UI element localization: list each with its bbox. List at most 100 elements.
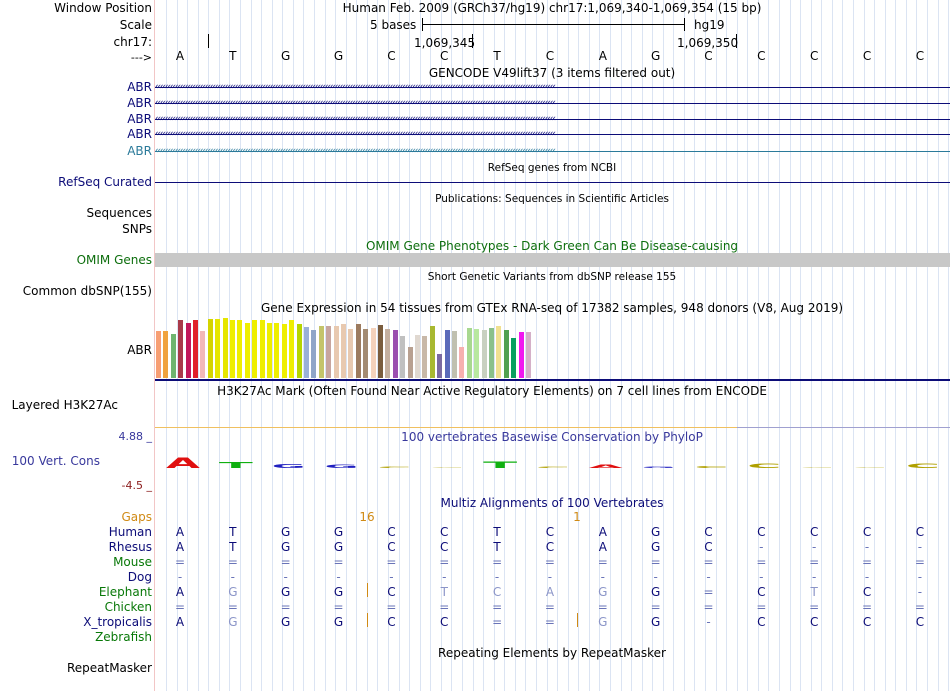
species-label-elephant[interactable]: Elephant: [98, 585, 152, 599]
gtex-tissue-bar[interactable]: [178, 320, 184, 378]
gtex-tissue-bar[interactable]: [326, 326, 332, 378]
gtex-tissue-bar[interactable]: [207, 319, 213, 378]
alignment-base: -: [547, 570, 553, 584]
gtex-tissue-bar[interactable]: [348, 329, 354, 378]
gridline: [462, 0, 463, 691]
gencode-abr-label[interactable]: ABR: [127, 144, 152, 158]
gtex-tissue-bar[interactable]: [289, 320, 295, 378]
gtex-tissue-bar[interactable]: [156, 331, 161, 378]
sequences-label[interactable]: Sequences: [86, 206, 152, 220]
species-label-chicken[interactable]: Chicken: [104, 600, 152, 614]
gtex-tissue-bar[interactable]: [274, 323, 280, 378]
gtex-tissue-bar[interactable]: [503, 330, 509, 378]
gencode-transcript[interactable]: ‹‹‹‹‹‹‹‹‹‹‹‹‹‹‹‹‹‹‹‹‹‹‹‹‹‹‹‹‹‹‹‹‹‹‹‹‹‹‹‹…: [155, 145, 950, 157]
gtex-tissue-bar[interactable]: [452, 331, 457, 378]
gtex-tissue-bar[interactable]: [518, 332, 524, 378]
snps-label[interactable]: SNPs: [122, 222, 152, 236]
refseq-gene-line[interactable]: [155, 182, 950, 183]
species-label-x-tropicalis[interactable]: X_tropicalis: [83, 615, 152, 629]
alignment-base: -: [706, 570, 711, 584]
gtex-tissue-bar[interactable]: [444, 330, 450, 378]
100-vert-cons-label[interactable]: 100 Vert. Cons: [11, 454, 100, 468]
gtex-abr-label[interactable]: ABR: [127, 343, 152, 357]
gtex-tissue-bar[interactable]: [489, 328, 494, 378]
gtex-tissue-bar[interactable]: [407, 347, 413, 378]
gtex-tissue-bar[interactable]: [318, 326, 324, 378]
alignment-base: =: [597, 600, 608, 614]
species-label-dog[interactable]: Dog: [127, 570, 152, 584]
gtex-tissue-bar[interactable]: [437, 354, 443, 378]
gtex-tissue-bar[interactable]: [526, 332, 531, 378]
gencode-abr-label[interactable]: ABR: [127, 80, 152, 94]
gencode-abr-label[interactable]: ABR: [127, 127, 152, 141]
gtex-tissue-bar[interactable]: [474, 329, 480, 378]
gtex-tissue-bar[interactable]: [341, 324, 346, 378]
species-label-human[interactable]: Human: [108, 525, 152, 539]
gridline: [525, 0, 526, 691]
gtex-tissue-bar[interactable]: [222, 318, 228, 378]
gridline: [536, 0, 537, 691]
gtex-tissue-bar[interactable]: [163, 331, 169, 378]
gtex-tissue-bar[interactable]: [259, 320, 265, 378]
gtex-tissue-bar[interactable]: [511, 338, 517, 378]
gtex-tissue-bar[interactable]: [193, 320, 198, 378]
alignment-base: -: [230, 570, 236, 584]
gtex-tissue-bar[interactable]: [311, 330, 317, 378]
gtex-tissue-bar[interactable]: [496, 326, 502, 378]
omim-genes-label[interactable]: OMIM Genes: [76, 253, 152, 267]
gridline: [494, 0, 495, 691]
gtex-tissue-bar[interactable]: [296, 324, 302, 378]
gtex-tissue-bar[interactable]: [429, 326, 435, 378]
gtex-tissue-bar[interactable]: [400, 336, 406, 378]
gridline: [895, 0, 896, 691]
gtex-tissue-bar[interactable]: [170, 334, 176, 378]
common-dbsnp-label[interactable]: Common dbSNP(155): [22, 284, 152, 298]
omim-gene-bar[interactable]: [155, 253, 950, 267]
phylop-track-title: 100 vertebrates Basewise Conservation by…: [401, 430, 703, 444]
gtex-gene-line[interactable]: [155, 379, 950, 381]
gtex-tissue-bar[interactable]: [363, 329, 369, 378]
gtex-tissue-bar[interactable]: [244, 323, 250, 378]
repeatmasker-label[interactable]: RepeatMasker: [66, 661, 152, 675]
gencode-abr-label[interactable]: ABR: [127, 112, 152, 126]
species-label-rhesus[interactable]: Rhesus: [108, 540, 152, 554]
gtex-expression-bars[interactable]: [155, 316, 555, 378]
gtex-tissue-bar[interactable]: [481, 330, 487, 378]
gencode-abr-label[interactable]: ABR: [127, 96, 152, 110]
gtex-tissue-bar[interactable]: [415, 335, 420, 378]
gtex-tissue-bar[interactable]: [185, 323, 191, 378]
gtex-tissue-bar[interactable]: [333, 326, 339, 378]
gtex-tissue-bar[interactable]: [422, 336, 428, 378]
strand-arrow-label[interactable]: --->: [130, 51, 152, 64]
gtex-tissue-bar[interactable]: [281, 324, 287, 378]
layered-h3k27ac-label[interactable]: Layered H3K27Ac: [11, 398, 118, 412]
gtex-tissue-bar[interactable]: [304, 327, 309, 378]
gencode-transcript[interactable]: ‹‹‹‹‹‹‹‹‹‹‹‹‹‹‹‹‹‹‹‹‹‹‹‹‹‹‹‹‹‹‹‹‹‹‹‹‹‹‹‹…: [155, 81, 950, 93]
refseq-track-title: RefSeq genes from NCBI: [487, 162, 617, 174]
species-label-mouse[interactable]: Mouse: [113, 555, 152, 569]
gtex-tissue-bar[interactable]: [466, 328, 472, 378]
gtex-tissue-bar[interactable]: [370, 328, 376, 378]
genome-browser-image[interactable]: Human Feb. 2009 (GRCh37/hg19) chr17:1,06…: [155, 0, 950, 691]
species-label-zebrafish[interactable]: Zebrafish: [95, 630, 152, 644]
gtex-tissue-bar[interactable]: [200, 331, 206, 378]
gridline: [303, 0, 304, 691]
gtex-tissue-bar[interactable]: [215, 319, 221, 378]
gtex-tissue-bar[interactable]: [230, 320, 235, 378]
gencode-transcript[interactable]: ‹‹‹‹‹‹‹‹‹‹‹‹‹‹‹‹‹‹‹‹‹‹‹‹‹‹‹‹‹‹‹‹‹‹‹‹‹‹‹‹…: [155, 97, 950, 109]
gtex-tissue-bar[interactable]: [355, 324, 361, 378]
gtex-tissue-bar[interactable]: [237, 320, 243, 378]
gtex-tissue-bar[interactable]: [252, 320, 258, 378]
h3k27ac-signal-line[interactable]: [155, 427, 737, 428]
h3k27ac-signal-line[interactable]: [737, 427, 950, 428]
gencode-transcript[interactable]: ‹‹‹‹‹‹‹‹‹‹‹‹‹‹‹‹‹‹‹‹‹‹‹‹‹‹‹‹‹‹‹‹‹‹‹‹‹‹‹‹…: [155, 128, 950, 140]
gtex-tissue-bar[interactable]: [385, 329, 391, 378]
gtex-tissue-bar[interactable]: [392, 330, 398, 378]
gridline: [885, 0, 886, 691]
gencode-transcript[interactable]: ‹‹‹‹‹‹‹‹‹‹‹‹‹‹‹‹‹‹‹‹‹‹‹‹‹‹‹‹‹‹‹‹‹‹‹‹‹‹‹‹…: [155, 113, 950, 125]
gtex-tissue-bar[interactable]: [378, 325, 383, 378]
gtex-tissue-bar[interactable]: [267, 323, 272, 378]
refseq-curated-label[interactable]: RefSeq Curated: [58, 175, 152, 189]
gtex-tissue-bar[interactable]: [459, 347, 465, 378]
